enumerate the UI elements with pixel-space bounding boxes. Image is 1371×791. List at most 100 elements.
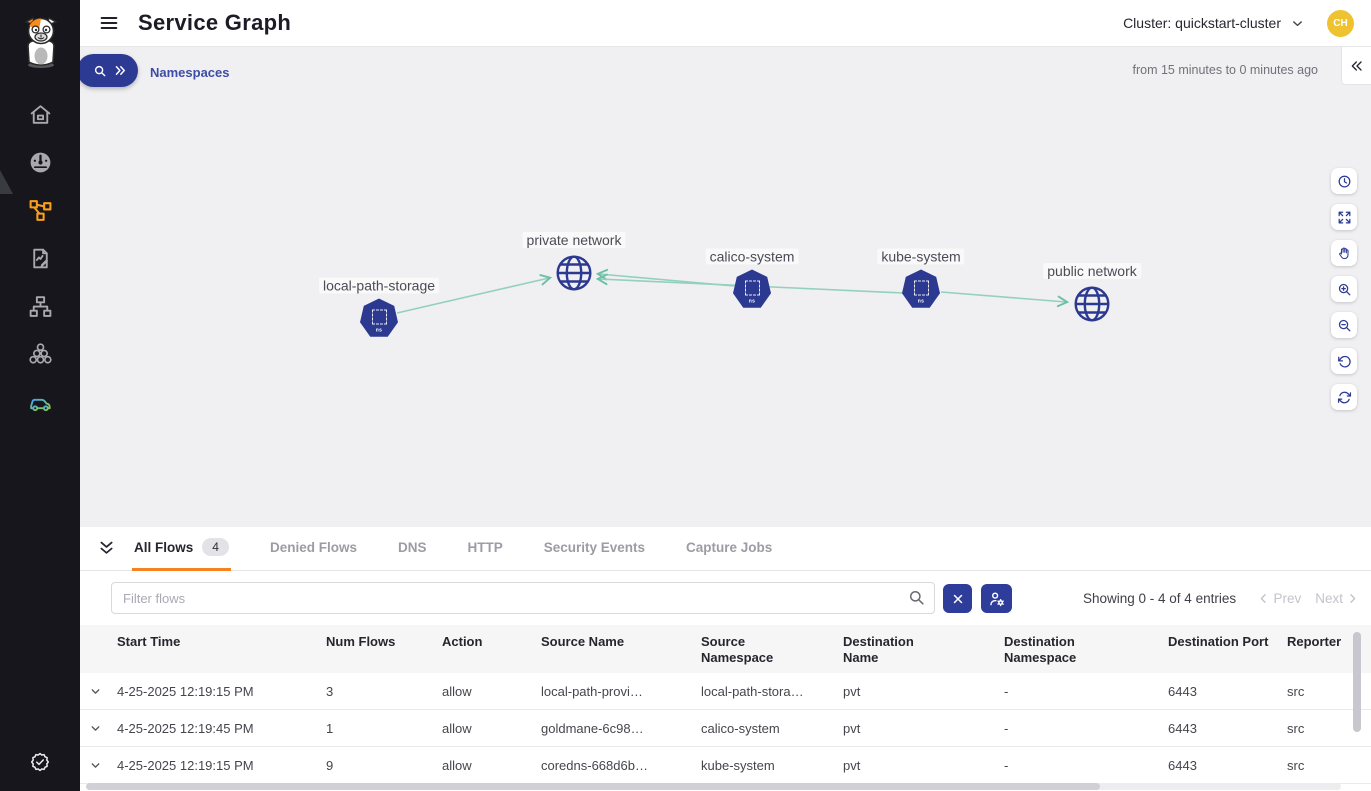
page-title: Service Graph [138,10,292,35]
expand-row-icon[interactable] [80,759,110,772]
namespace-icon: ns [360,298,398,337]
expand-row-icon[interactable] [80,685,110,698]
double-chevron-left-icon [1351,60,1362,71]
zoom-out-button[interactable] [1331,312,1357,338]
car-icon [29,398,51,411]
all-flows-count-badge: 4 [202,538,229,556]
chevron-left-icon [1261,593,1267,603]
user-gear-icon [989,592,1004,606]
double-chevron-down-icon [100,541,113,554]
sidebar-item-compliance[interactable] [0,378,80,426]
chevron-down-icon [1293,20,1302,26]
pan-hand-icon [1338,247,1349,259]
sidebar-nav [0,90,80,426]
hamburger-menu-icon[interactable] [96,10,122,36]
graph-node-public-network[interactable]: public network [1043,263,1141,324]
policies-icon [32,248,48,268]
flows-table-header: Start Time Num Flows Action Source Name … [80,625,1371,673]
graph-node-calico-system[interactable]: calico-system ns [705,248,799,309]
col-action[interactable]: Action [442,634,483,649]
tab-dns[interactable]: DNS [397,539,427,555]
refresh-button[interactable] [1331,384,1357,410]
sidebar-item-home[interactable] [0,90,80,138]
node-label: kube-system [877,248,965,265]
certificate-check-icon[interactable] [29,751,51,773]
double-chevron-right-icon [115,66,125,75]
clear-filter-button[interactable] [943,584,972,613]
user-avatar[interactable]: CH [1327,9,1354,37]
tab-capture-jobs[interactable]: Capture Jobs [686,539,773,555]
chevron-right-icon [1350,593,1356,603]
breadcrumb-namespaces[interactable]: Namespaces [150,65,230,80]
tab-http[interactable]: HTTP [467,539,503,555]
expand-row-icon[interactable] [80,722,110,735]
sidebar-item-network[interactable] [0,282,80,330]
flows-filter-row: Showing 0 - 4 of 4 entries Prev Next [80,571,1371,625]
sidebar-bottom [0,751,80,773]
filter-flows-input[interactable] [111,582,935,614]
col-start-time[interactable]: Start Time [117,634,181,649]
entries-count-label: Showing 0 - 4 of 4 entries [1083,590,1237,606]
refresh-icon [1337,391,1351,403]
sidebar-item-dashboard[interactable] [0,138,80,186]
time-machine-button[interactable] [1331,168,1357,194]
col-num-flows[interactable]: Num Flows [326,634,396,649]
calico-cat-logo [18,16,64,68]
flows-tabs: All Flows 4 Denied Flows DNS HTTP Securi… [132,527,811,571]
flow-row-1[interactable]: 4-25-2025 12:19:15 PM 3 allow local-path… [80,673,1371,710]
panel-collapse-button[interactable] [97,539,116,558]
graph-edges [396,47,1371,314]
sidebar-item-service-graph[interactable] [0,186,80,234]
namespace-icon: ns [902,269,940,308]
graph-search-pill[interactable] [77,54,138,87]
graph-node-kube-system[interactable]: kube-system ns [877,248,965,309]
service-graph-icon [29,199,51,221]
prev-page-button[interactable]: Prev [1256,591,1301,606]
dashboard-icon [30,152,50,172]
flow-row-3[interactable]: 4-25-2025 12:19:15 PM 9 allow coredns-66… [80,747,1371,784]
pan-button[interactable] [1331,240,1357,266]
col-destination-namespace[interactable]: Destination Namespace [1004,634,1077,665]
home-icon [30,104,50,124]
fit-screen-button[interactable] [1331,204,1357,230]
tab-security-events[interactable]: Security Events [543,539,646,555]
node-label: local-path-storage [318,277,440,294]
col-reporter[interactable]: Reporter [1287,634,1342,649]
tab-all-flows[interactable]: All Flows 4 [132,527,231,571]
time-icon [1338,175,1350,187]
edge-local-path-storage-to-private-network[interactable] [396,278,549,314]
cluster-icon [28,342,52,364]
graph-node-local-path-storage[interactable]: local-path-storage ns [318,277,440,338]
col-source-namespace[interactable]: Source Namespace [701,634,774,665]
globe-icon [1074,286,1110,322]
col-source-name[interactable]: Source Name [541,634,625,649]
node-label: calico-system [705,248,799,265]
namespace-icon: ns [733,269,771,308]
edge-kube-system-to-public-network[interactable] [940,291,1066,302]
column-settings-button[interactable] [981,584,1012,613]
next-page-button[interactable]: Next [1315,591,1360,606]
close-icon [953,594,962,603]
sidebar-item-policies[interactable] [0,234,80,282]
col-destination-name[interactable]: Destination Name [843,634,914,665]
pagination: Prev Next [1256,571,1360,625]
tab-denied-flows[interactable]: Denied Flows [269,539,357,555]
top-header: Service Graph Cluster: quickstart-cluste… [80,0,1371,47]
vertical-scrollbar-thumb[interactable] [1353,632,1361,732]
col-destination-port[interactable]: Destination Port [1168,634,1269,649]
time-range-label: from 15 minutes to 0 minutes ago [1132,63,1318,77]
fit-screen-icon [1338,211,1350,223]
right-panel-collapse-button[interactable] [1341,47,1371,85]
cluster-selector-label: Cluster: quickstart-cluster [1123,15,1281,31]
graph-node-private-network[interactable]: private network [522,232,626,293]
zoom-in-icon [1338,283,1350,295]
sidebar-item-cluster[interactable] [0,330,80,378]
cluster-selector[interactable]: Cluster: quickstart-cluster [1123,15,1305,31]
network-icon [29,295,51,317]
zoom-in-button[interactable] [1331,276,1357,302]
horizontal-scrollbar-thumb[interactable] [86,783,1100,790]
reset-layout-button[interactable] [1331,348,1357,374]
flows-panel: All Flows 4 Denied Flows DNS HTTP Securi… [80,527,1371,791]
node-label: private network [522,232,626,248]
flow-row-2[interactable]: 4-25-2025 12:19:45 PM 1 allow goldmane-6… [80,710,1371,747]
